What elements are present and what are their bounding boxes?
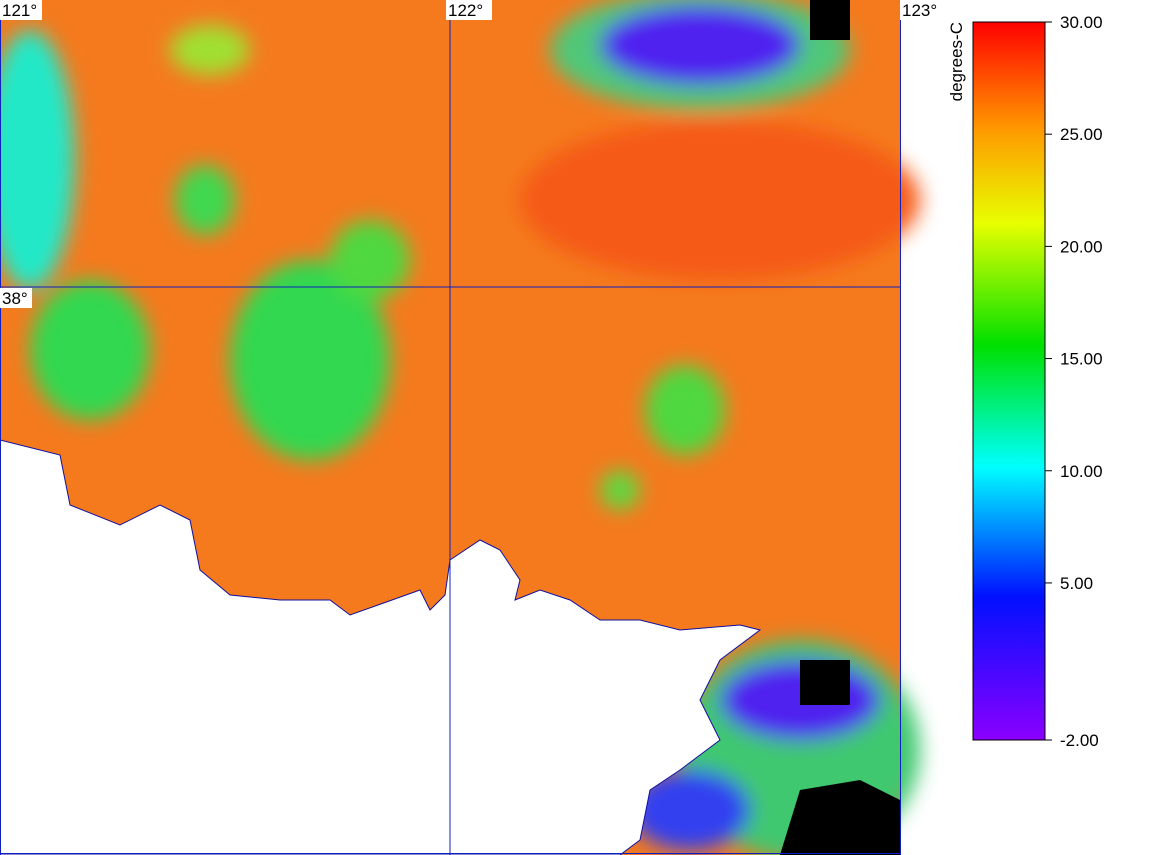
lon-label: 123° (902, 1, 937, 20)
label-bg (446, 0, 492, 20)
colorbar-tick-label: 25.00 (1060, 125, 1103, 144)
colorbar-tick-label: 30.00 (1060, 13, 1103, 32)
label-bg (0, 288, 32, 308)
colorbar-ramp (972, 21, 1046, 741)
land (0, 439, 762, 855)
colorbar-label: degrees-C (947, 22, 966, 101)
lat-label: 38° (2, 289, 28, 308)
colorbar-tick-label: 20.00 (1060, 237, 1103, 256)
grid-labels: 121° 122° 123° 38° (0, 0, 946, 308)
colorbar-tick-label: 10.00 (1060, 462, 1103, 481)
colorbar-tick-label: -2.00 (1060, 731, 1099, 750)
colorbar: degrees-C 30.00 25.00 20.00 15.00 10.00 5.00 -… (947, 13, 1103, 750)
graticule (0, 0, 901, 855)
colorbar-tick-label: 15.00 (1060, 350, 1103, 369)
lon-label: 122° (448, 1, 483, 20)
label-bg (900, 0, 946, 20)
lon-label: 121° (2, 1, 37, 20)
label-bg (0, 0, 42, 20)
colorbar-tick-label: 5.00 (1060, 574, 1093, 593)
